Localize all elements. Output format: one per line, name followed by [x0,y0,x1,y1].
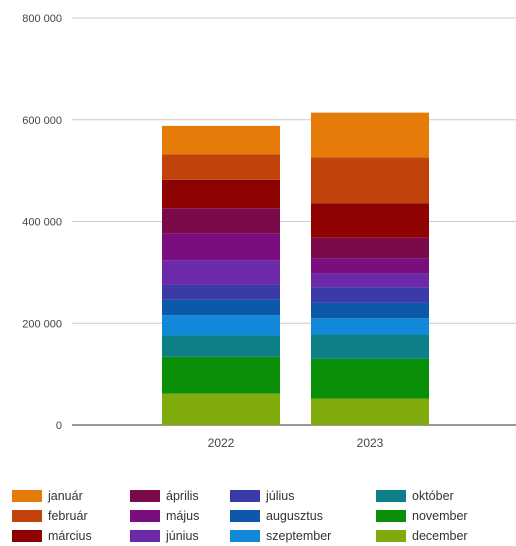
legend-swatch [376,490,406,502]
legend-swatch [130,510,160,522]
bar-segment [311,203,429,238]
legend-item: december [376,527,468,545]
legend-label: augusztus [266,509,323,523]
legend-swatch [230,490,260,502]
bar-segment [311,302,429,319]
legend-label: január [48,489,83,503]
bar-segment [162,179,280,209]
y-tick-label: 0 [56,420,62,432]
bar-segment [162,125,280,155]
bar-segment [311,287,429,303]
legend-label: november [412,509,468,523]
legend-item: január [12,487,83,505]
legend-swatch [376,510,406,522]
legend-swatch [130,530,160,542]
legend-item: március [12,527,92,545]
bar-segment [162,233,280,261]
y-tick-label: 400 000 [22,217,62,229]
bar-segment [162,284,280,300]
legend-label: április [166,489,199,503]
bar-segment [311,237,429,259]
bar-segment [162,299,280,316]
legend-item: szeptember [230,527,331,545]
bar-segment [311,157,429,204]
bar-segment [311,273,429,288]
bar-segment [162,393,280,425]
legend-item: november [376,507,468,525]
legend-label: szeptember [266,529,332,543]
y-tick-label: 200 000 [22,318,62,330]
legend-item: május [130,507,199,525]
bar-segment [311,398,429,425]
bar-segment [162,208,280,234]
legend: január február március április május június jú… [12,487,512,545]
legend-label: október [412,489,454,503]
legend-label: május [166,509,200,523]
bar-segment [162,260,280,285]
bar-segment [162,315,280,336]
x-axis-labels: 2022 2023 [208,436,384,450]
legend-swatch [12,490,42,502]
grid-lines [72,17,516,426]
x-tick-label: 2023 [357,436,384,450]
legend-item: október [376,487,454,505]
bar-segment [311,112,429,158]
bar-segment [162,154,280,180]
bar-segment [311,334,429,359]
legend-swatch [230,510,260,522]
bar-segment [162,335,280,357]
legend-swatch [130,490,160,502]
bar-stack-2023 [311,112,429,425]
legend-item: április [130,487,199,505]
legend-swatch [12,530,42,542]
bar-segment [311,258,429,274]
legend-item: július [230,487,295,505]
legend-label: február [48,509,88,523]
bar-stack-2022 [162,125,280,425]
bars [162,112,429,425]
y-tick-label: 800 000 [22,13,62,25]
legend-item: augusztus [230,507,323,525]
legend-item: február [12,507,88,525]
y-tick-label: 600 000 [22,115,62,127]
legend-label: július [266,489,295,503]
stacked-bar-chart: 0 200 000 400 000 600 000 800 000 2022 2023 [22,13,516,450]
legend-swatch [230,530,260,542]
legend-item: június [130,527,199,545]
bar-segment [162,356,280,394]
legend-swatch [12,510,42,522]
legend-label: december [412,529,468,543]
bar-segment [311,358,429,399]
legend-label: június [166,529,199,543]
legend-swatch [376,530,406,542]
bar-segment [311,318,429,335]
y-axis-labels: 0 200 000 400 000 600 000 800 000 [22,13,62,432]
x-tick-label: 2022 [208,436,235,450]
legend-label: március [48,529,92,543]
